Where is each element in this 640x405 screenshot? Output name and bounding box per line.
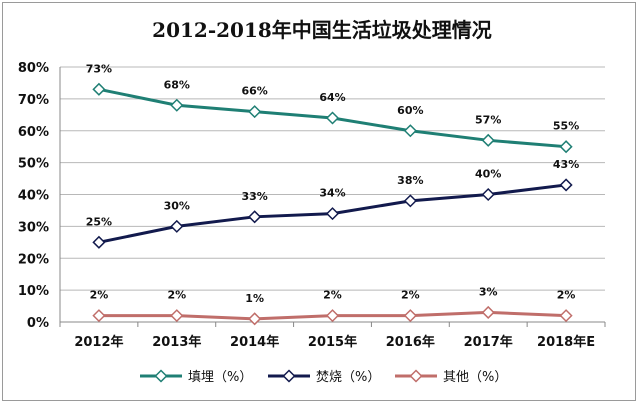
y-tick-label: 40% xyxy=(18,189,49,204)
y-tick-label: 0% xyxy=(27,316,49,331)
legend-marker xyxy=(409,369,423,383)
data-point xyxy=(170,219,184,233)
y-tick-label: 80% xyxy=(18,61,49,76)
chart-title: 2012-2018年中国生活垃圾处理情况 xyxy=(152,18,492,42)
x-tick-label: 2017年 xyxy=(464,334,513,350)
legend-marker xyxy=(154,369,168,383)
data-label: 2% xyxy=(167,289,186,302)
data-label: 66% xyxy=(241,85,267,98)
y-tick-label: 60% xyxy=(18,125,49,140)
data-point xyxy=(403,124,417,138)
data-point xyxy=(92,309,106,323)
data-label: 25% xyxy=(86,215,112,228)
data-point xyxy=(325,207,340,221)
series-2: 25% 30% 33% 34% 38% 40% 43% xyxy=(86,158,579,249)
data-point xyxy=(170,309,184,323)
data-label: 68% xyxy=(164,78,190,91)
legend-label: 其他（%） xyxy=(443,370,507,385)
series-3: 2% 2% 1% 2% 2% 3% 2% xyxy=(90,285,576,326)
x-tick-label: 2013年 xyxy=(152,334,201,350)
data-label: 30% xyxy=(164,199,190,212)
data-label: 73% xyxy=(86,62,112,75)
series-group: 73% 68% 66% 64% 60% 57% 55% 25% 30% 33% 34% 38% 40% 4… xyxy=(86,62,579,326)
data-label: 2% xyxy=(323,289,342,302)
data-point xyxy=(481,305,495,319)
data-point xyxy=(248,105,262,119)
data-label: 57% xyxy=(475,113,501,126)
data-label: 34% xyxy=(319,187,345,200)
x-axis: 2012年 2013年 2014年 2015年 2016年 2017年 2018年E xyxy=(59,67,606,350)
legend: 填埋（%） 焚烧（%） 其他（%） xyxy=(140,369,507,385)
data-point xyxy=(170,98,184,112)
x-tick-label: 2012年 xyxy=(74,334,123,350)
data-label: 2% xyxy=(557,289,576,302)
data-point xyxy=(481,133,495,147)
series-1: 73% 68% 66% 64% 60% 57% 55% xyxy=(86,62,579,154)
data-label: 64% xyxy=(319,91,345,104)
data-label: 2% xyxy=(90,289,109,302)
legend-item: 填埋（%） xyxy=(140,369,252,385)
data-point xyxy=(403,194,417,208)
data-label: 60% xyxy=(397,104,423,117)
y-tick-label: 30% xyxy=(18,220,49,235)
data-label: 38% xyxy=(397,174,423,187)
chart-frame xyxy=(2,2,636,401)
legend-item: 焚烧（%） xyxy=(268,369,380,385)
x-tick-label: 2014年 xyxy=(230,334,279,350)
grid-lines xyxy=(60,66,605,291)
data-label: 40% xyxy=(475,168,501,181)
legend-marker xyxy=(282,369,296,383)
data-label: 55% xyxy=(553,120,579,133)
legend-label: 焚烧（%） xyxy=(316,370,380,385)
y-tick-label: 50% xyxy=(18,157,49,172)
data-point xyxy=(325,309,340,323)
data-label: 33% xyxy=(241,190,267,203)
data-point xyxy=(403,309,417,323)
data-label: 2% xyxy=(401,289,420,302)
legend-item: 其他（%） xyxy=(395,369,507,385)
x-tick-label: 2016年 xyxy=(386,334,435,350)
legend-label: 填埋（%） xyxy=(188,370,252,385)
data-point xyxy=(559,140,573,154)
y-tick-label: 20% xyxy=(18,252,49,267)
data-point xyxy=(559,178,573,192)
data-label: 1% xyxy=(245,292,264,305)
data-point xyxy=(325,111,340,125)
data-point xyxy=(248,210,262,224)
data-point xyxy=(92,235,106,249)
data-point xyxy=(559,309,573,323)
data-point xyxy=(92,82,106,96)
x-tick-label: 2018年E xyxy=(537,334,595,350)
y-tick-label: 70% xyxy=(18,93,49,108)
y-tick-label: 10% xyxy=(18,284,49,299)
x-tick-label: 2015年 xyxy=(308,334,357,350)
data-point xyxy=(248,312,262,326)
data-label: 43% xyxy=(553,158,579,171)
data-point xyxy=(481,187,495,202)
data-label: 3% xyxy=(479,285,498,298)
y-axis: 0% 10% 20% 30% 40% 50% 60% 70% 80% xyxy=(18,61,49,331)
